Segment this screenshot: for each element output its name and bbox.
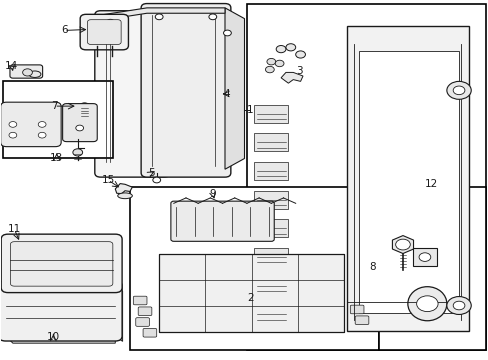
Circle shape (395, 239, 409, 250)
Text: 2: 2 (246, 293, 253, 303)
Polygon shape (115, 286, 122, 341)
Text: 5: 5 (148, 168, 155, 178)
Text: 11: 11 (8, 224, 21, 234)
Circle shape (9, 132, 17, 138)
Text: 13: 13 (50, 153, 63, 163)
Bar (246, 4, 485, 350)
Circle shape (446, 297, 470, 315)
FancyBboxPatch shape (354, 316, 368, 324)
Bar (3, 81, 113, 158)
FancyBboxPatch shape (1, 234, 122, 293)
Circle shape (73, 149, 82, 156)
Ellipse shape (118, 193, 132, 199)
Polygon shape (115, 184, 132, 194)
FancyBboxPatch shape (10, 65, 42, 78)
FancyBboxPatch shape (133, 296, 147, 305)
Bar (159, 253, 344, 332)
Circle shape (285, 44, 295, 51)
Bar (254, 248, 288, 266)
Bar (254, 134, 288, 151)
Bar (346, 26, 468, 330)
Text: 7: 7 (51, 101, 58, 111)
Bar (378, 187, 485, 350)
FancyBboxPatch shape (349, 305, 363, 314)
Text: 4: 4 (223, 89, 229, 99)
Circle shape (22, 69, 32, 76)
Circle shape (208, 14, 216, 20)
Circle shape (106, 19, 114, 25)
Circle shape (416, 296, 437, 312)
FancyBboxPatch shape (143, 328, 157, 337)
Bar (254, 191, 288, 209)
Bar (254, 220, 288, 237)
FancyBboxPatch shape (136, 318, 149, 326)
Bar (358, 51, 458, 313)
Circle shape (266, 58, 275, 65)
Circle shape (452, 86, 464, 95)
Text: 8: 8 (368, 262, 375, 272)
Circle shape (76, 125, 83, 131)
FancyBboxPatch shape (0, 281, 122, 341)
FancyBboxPatch shape (80, 14, 128, 50)
FancyBboxPatch shape (95, 11, 169, 177)
Bar (254, 162, 288, 180)
Polygon shape (224, 8, 244, 169)
Circle shape (155, 14, 163, 20)
Circle shape (275, 60, 284, 67)
Circle shape (446, 81, 470, 99)
Polygon shape (281, 72, 303, 83)
Polygon shape (101, 8, 224, 21)
Bar (412, 248, 436, 266)
FancyBboxPatch shape (141, 4, 230, 177)
Text: 12: 12 (424, 179, 437, 189)
Bar (254, 277, 288, 295)
Text: 3: 3 (295, 66, 302, 76)
Circle shape (452, 301, 464, 310)
FancyBboxPatch shape (0, 102, 61, 147)
Circle shape (223, 30, 231, 36)
FancyBboxPatch shape (62, 104, 97, 141)
Circle shape (38, 132, 46, 138)
FancyBboxPatch shape (170, 201, 274, 241)
Circle shape (295, 51, 305, 58)
Circle shape (153, 177, 160, 183)
FancyBboxPatch shape (10, 242, 113, 286)
Ellipse shape (29, 71, 41, 77)
Bar (254, 105, 288, 123)
Circle shape (265, 66, 274, 73)
Text: 15: 15 (101, 175, 114, 185)
FancyBboxPatch shape (138, 307, 152, 316)
Text: 6: 6 (61, 26, 67, 35)
Circle shape (38, 122, 46, 127)
Bar (130, 187, 378, 350)
Polygon shape (5, 336, 115, 343)
Text: 1: 1 (246, 105, 253, 115)
Text: 9: 9 (209, 189, 216, 199)
Text: 10: 10 (47, 332, 60, 342)
Circle shape (418, 253, 430, 261)
Text: 14: 14 (5, 61, 19, 71)
Bar (254, 306, 288, 323)
Circle shape (80, 103, 89, 110)
Circle shape (276, 45, 285, 53)
Circle shape (9, 122, 17, 127)
FancyBboxPatch shape (87, 20, 121, 44)
Ellipse shape (407, 287, 446, 321)
